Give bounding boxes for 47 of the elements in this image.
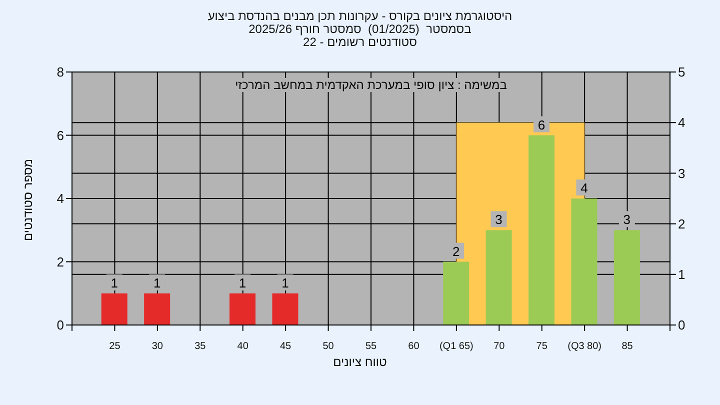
data-label: 3 bbox=[495, 212, 502, 228]
x-tick-label: 30 bbox=[152, 341, 164, 352]
x-tick-label: 45 bbox=[280, 341, 292, 352]
x-tick-label: 50 bbox=[322, 341, 334, 352]
y-axis-title: מספר סטודנטים bbox=[21, 158, 35, 242]
y2-tick-label: 3 bbox=[678, 166, 686, 181]
y2-tick-label: 5 bbox=[678, 64, 686, 80]
y2-tick-label: 1 bbox=[678, 267, 686, 282]
chart-subtitle: בסמסטר (01/2025) סמסטר חורף 2025/26 סטודנטים רשומים - 22 bbox=[248, 22, 472, 49]
data-label: 1 bbox=[110, 275, 118, 290]
chart-title: היסטוגרמת ציונים בקורס - עקרונות תכן מבנים בהנדסת ביצוע bbox=[206, 9, 514, 23]
y2-tick-label: 2 bbox=[678, 216, 686, 232]
bar bbox=[614, 230, 640, 325]
data-label: 3 bbox=[623, 212, 631, 228]
y2-tick-label: 4 bbox=[678, 115, 686, 130]
annotation: במשימה : ציון סופי במערכת האקדמית במחשב המרכזי bbox=[232, 78, 510, 92]
y-tick-label: 8 bbox=[56, 64, 64, 80]
x-tick-label: 35 bbox=[194, 341, 206, 352]
bar bbox=[101, 293, 128, 325]
y-tick-label: 6 bbox=[56, 128, 64, 143]
y2-tick-label: 0 bbox=[678, 318, 686, 333]
data-label: 1 bbox=[153, 275, 161, 290]
data-label: 1 bbox=[238, 275, 246, 290]
x-tick-label: (Q3 80) bbox=[568, 341, 602, 352]
x-tick-label: 25 bbox=[109, 341, 121, 352]
x-tick-label: 55 bbox=[365, 341, 377, 352]
x-axis-title: טווח ציונים bbox=[332, 355, 388, 369]
bar bbox=[486, 230, 512, 325]
x-tick-label: (Q1 65) bbox=[439, 341, 474, 352]
data-label: 4 bbox=[580, 180, 588, 196]
data-label: 6 bbox=[538, 117, 546, 132]
bar bbox=[571, 198, 598, 325]
bar bbox=[230, 293, 256, 325]
x-tick-label: 40 bbox=[237, 341, 249, 352]
x-tick-label: 85 bbox=[622, 341, 634, 352]
data-label: 1 bbox=[282, 275, 289, 290]
x-tick-label: 75 bbox=[536, 341, 548, 352]
y-tick-label: 4 bbox=[56, 191, 64, 206]
data-label: 2 bbox=[452, 244, 460, 259]
x-tick-label: 70 bbox=[494, 341, 506, 352]
y-tick-label: 0 bbox=[56, 318, 64, 333]
y-tick-label: 2 bbox=[56, 254, 64, 270]
bar bbox=[272, 293, 298, 325]
bar bbox=[144, 293, 170, 325]
x-tick-label: 60 bbox=[408, 341, 420, 352]
bar bbox=[528, 135, 554, 325]
bar bbox=[443, 262, 470, 325]
